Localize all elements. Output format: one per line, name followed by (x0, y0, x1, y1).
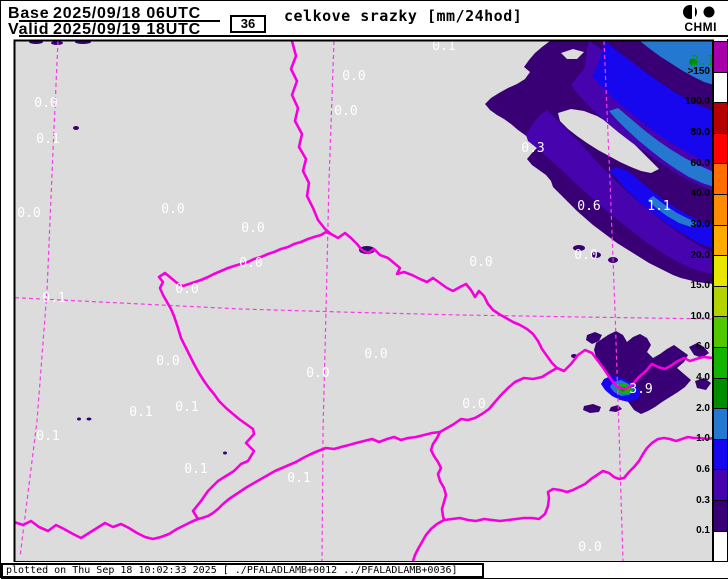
precip-value-label: 0.0 (469, 255, 492, 270)
precip-value-label: 0.1 (42, 291, 65, 306)
precip-region (640, 41, 713, 85)
colorbar-segment (714, 164, 727, 195)
header: Base 2025/09/18 06UTC Valid 2025/09/19 1… (1, 1, 728, 39)
colorbar-segment (714, 286, 727, 318)
precip-value-label: 0.1 (36, 429, 59, 444)
precip-spot (689, 58, 697, 66)
precip-region (695, 378, 711, 390)
header-separator (19, 35, 728, 37)
precip-value-label: 0.0 (175, 282, 198, 297)
country-border (429, 430, 448, 522)
precip-spot (86, 417, 92, 421)
base-label: Base (8, 5, 50, 22)
precip-value-label: 0.0 (342, 69, 365, 84)
product-title: celkove srazky [mm/24hod] (284, 7, 523, 25)
country-border (14, 517, 200, 541)
precip-region (689, 343, 709, 358)
country-border (157, 230, 559, 521)
colorbar-segment (714, 531, 727, 562)
precip-value-label: 0.1 (175, 400, 198, 415)
colorbar (713, 41, 728, 562)
chmi-logo: CHMI (677, 5, 721, 35)
colorbar-segment (714, 409, 727, 440)
precip-value-label: 0.1 (36, 132, 59, 147)
footer: plotted on Thu Sep 18 10:02:33 2025 [ ./… (1, 562, 728, 579)
precip-value-label: 0.1 (184, 462, 207, 477)
country-border (442, 435, 713, 523)
precip-value-label: 0.0 (364, 347, 387, 362)
precip-value-label: 0.0 (34, 96, 57, 111)
forecast-step-box: 36 (230, 15, 266, 33)
precip-value-label: 1.1 (647, 199, 670, 214)
country-border (289, 40, 333, 236)
colorbar-segment (714, 103, 727, 134)
colorbar-segment (714, 256, 727, 287)
precip-value-label: 0.0 (239, 256, 262, 271)
precip-spot (73, 126, 79, 130)
precip-value-label: 0.1 (129, 405, 152, 420)
country-border (555, 348, 713, 391)
colorbar-segment (714, 42, 727, 73)
precip-value-label: 0.0 (306, 366, 329, 381)
map-layers: 0.0 0.1 0.0 0.0 0.0 0.0 0.0 0.0 0.0 0.0 0.0 0.0 0.0 0… (14, 39, 714, 562)
precip-value-label: 0.3 (521, 141, 544, 156)
valid-value: 2025/09/19 18UTC (53, 21, 202, 38)
precip-spot (573, 245, 585, 251)
precip-value-label: 0.0 (161, 202, 184, 217)
colorbar-segment (714, 317, 727, 348)
country-border (411, 518, 446, 562)
precip-value-label: 0.6 (577, 199, 600, 214)
precip-value-label: 0.1 (287, 471, 310, 486)
colorbar-segment (714, 225, 727, 257)
grid-meridian (603, 40, 624, 562)
precip-spot (223, 451, 227, 455)
footer-box: plotted on Thu Sep 18 10:02:33 2025 [ ./… (1, 563, 484, 578)
colorbar-segment (714, 500, 727, 532)
precip-region (592, 41, 713, 164)
precip-value-label: 0.0 (17, 206, 40, 221)
footer-text: plotted on Thu Sep 18 10:02:33 2025 [ ./… (6, 565, 458, 576)
chmi-logo-icon (683, 5, 715, 19)
colorbar-segment (714, 378, 727, 410)
colorbar-segment (714, 194, 727, 226)
precip-value-label: 2.1 (691, 54, 714, 69)
colorbar-segment (714, 347, 727, 379)
precip-value-label: 0.0 (462, 397, 485, 412)
base-underline (19, 20, 220, 22)
precip-region (526, 110, 713, 274)
precip-region (648, 196, 699, 227)
precip-region (561, 49, 584, 59)
precip-spot (591, 252, 601, 258)
colorbar-segment (714, 439, 727, 471)
colorbar-segment (714, 72, 727, 104)
precip-value-label: 0.0 (334, 104, 357, 119)
precip-value-label: 0.1 (432, 39, 455, 54)
colorbar-segment (714, 470, 727, 501)
colorbar-segment (714, 133, 727, 165)
precip-value-label: 3.9 (629, 382, 652, 397)
grid-meridian (321, 40, 335, 562)
grid-parallel (14, 297, 713, 320)
base-value: 2025/09/18 06UTC (53, 5, 202, 22)
precip-value-label: 0.0 (574, 248, 597, 263)
precip-value-label: 0.0 (241, 221, 264, 236)
precip-value-label: 0.0 (156, 354, 179, 369)
precip-spot (77, 417, 81, 421)
precip-value-label: 0.0 (578, 540, 601, 555)
chmi-logo-text: CHMI (684, 20, 717, 34)
precip-region (583, 404, 601, 413)
precip-region (586, 332, 602, 344)
grid-meridian (19, 40, 59, 558)
precip-region (609, 108, 713, 187)
valid-label: Valid (8, 21, 50, 38)
precip-spot (51, 41, 63, 45)
